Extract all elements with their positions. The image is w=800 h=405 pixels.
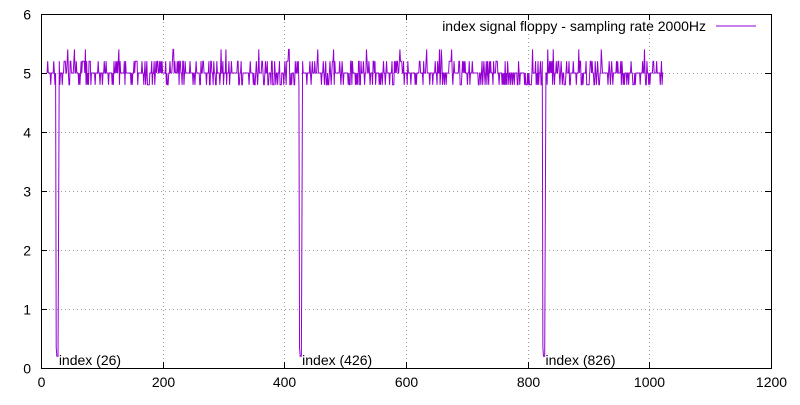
index-annotation: index (26) bbox=[59, 352, 121, 368]
annotations: index (26) index (426) index (826) bbox=[59, 352, 616, 368]
x-tick-label: 1200 bbox=[756, 374, 787, 390]
series-line-index-signal bbox=[46, 48, 664, 357]
series-layer bbox=[46, 48, 664, 357]
grid bbox=[41, 14, 771, 368]
legend: index signal floppy - sampling rate 2000… bbox=[442, 18, 756, 34]
index-annotation: index (826) bbox=[545, 352, 615, 368]
x-tick-label: 400 bbox=[273, 374, 297, 390]
x-tick-label: 200 bbox=[152, 374, 176, 390]
y-tick-label: 3 bbox=[23, 184, 31, 200]
axes: 0 200 400 600 800 1000 1200 0 1 2 3 4 5 6 bbox=[23, 7, 787, 391]
y-tick-label: 4 bbox=[23, 125, 31, 141]
legend-label: index signal floppy - sampling rate 2000… bbox=[442, 18, 706, 34]
x-tick-label: 0 bbox=[38, 374, 46, 390]
plot-frame bbox=[41, 14, 772, 369]
index-annotation: index (426) bbox=[302, 352, 372, 368]
x-tick-label: 600 bbox=[395, 374, 419, 390]
y-tick-label: 2 bbox=[23, 243, 31, 259]
x-tick-label: 800 bbox=[517, 374, 541, 390]
y-tick-label: 5 bbox=[23, 66, 31, 82]
y-tick-label: 6 bbox=[23, 7, 31, 23]
y-tick-label: 0 bbox=[23, 361, 31, 377]
y-tick-label: 1 bbox=[23, 302, 31, 318]
x-tick-label: 1000 bbox=[634, 374, 665, 390]
